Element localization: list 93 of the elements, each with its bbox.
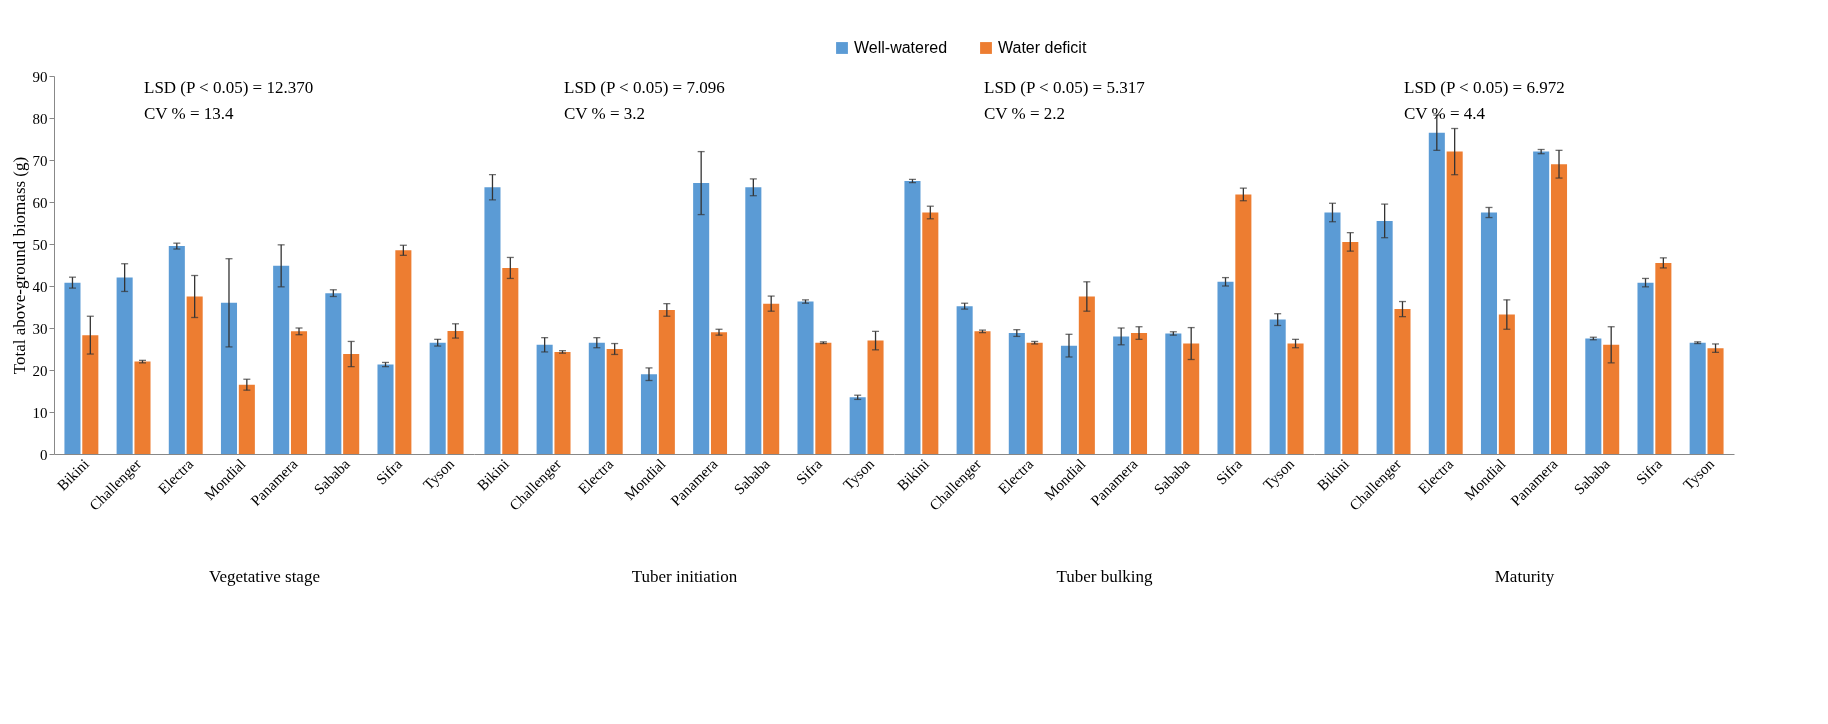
- bar: [1235, 194, 1252, 454]
- bar: [168, 246, 185, 454]
- bar: [606, 349, 623, 454]
- bar: [1183, 343, 1200, 454]
- bar: [588, 342, 605, 454]
- bar: [1655, 262, 1672, 454]
- bar: [693, 183, 710, 454]
- bar: [484, 187, 501, 454]
- bar: [1060, 345, 1078, 454]
- bar: [640, 374, 658, 454]
- bar: [815, 342, 832, 454]
- annotation: LSD (P < 0.05) = 7.096: [564, 78, 725, 97]
- bar: [658, 309, 675, 454]
- bar: [64, 282, 81, 454]
- y-tick-label: 30: [32, 320, 48, 337]
- y-tick-label: 0: [40, 446, 48, 463]
- y-axis-title: Total above-ground biomass (g): [9, 156, 29, 375]
- y-tick-label: 60: [32, 194, 48, 211]
- bar: [1376, 220, 1393, 454]
- bar: [429, 342, 446, 454]
- x-tick-label: Sifra: [793, 455, 826, 488]
- x-axis-title: Maturity: [1494, 566, 1555, 586]
- bar: [1342, 241, 1359, 454]
- bar: [904, 181, 921, 454]
- bar: [502, 267, 519, 454]
- bar: [763, 303, 780, 454]
- bar: [1130, 333, 1148, 454]
- bar: [1394, 309, 1411, 454]
- bar: [395, 250, 412, 454]
- bar: [377, 364, 394, 454]
- bar: [290, 331, 308, 454]
- bar: [797, 301, 814, 454]
- bar: [1287, 343, 1304, 454]
- legend-label: Well-watered: [854, 39, 948, 56]
- bar: [1217, 281, 1234, 454]
- bar: [116, 277, 133, 454]
- annotation: LSD (P < 0.05) = 5.317: [984, 78, 1146, 97]
- bar: [1446, 151, 1463, 454]
- annotation: CV % = 4.4: [1404, 104, 1486, 123]
- bar: [1533, 151, 1550, 454]
- bar: [1689, 342, 1706, 454]
- y-tick-label: 20: [32, 362, 48, 379]
- bar: [325, 293, 342, 454]
- x-tick-label: Sifra: [373, 455, 406, 488]
- y-tick-label: 10: [32, 404, 48, 421]
- annotation: CV % = 3.2: [564, 104, 646, 123]
- x-tick-label: Sifra: [1213, 455, 1246, 488]
- bar: [1113, 336, 1130, 454]
- y-tick-label: 40: [32, 278, 48, 295]
- y-tick-label: 70: [32, 152, 48, 169]
- bar: [1637, 282, 1654, 454]
- bar: [745, 187, 762, 454]
- x-axis-title: Tuber initiation: [631, 566, 738, 586]
- legend-label: Water deficit: [998, 39, 1087, 56]
- bar: [1707, 348, 1724, 454]
- bar: [710, 332, 728, 454]
- bar: [134, 361, 151, 454]
- bar: [343, 354, 360, 454]
- bar: [922, 212, 939, 454]
- bar: [867, 340, 884, 454]
- bar: [849, 397, 866, 454]
- x-axis-title: Vegetative stage: [209, 566, 320, 586]
- bar: [1428, 132, 1445, 454]
- bar: [1480, 212, 1498, 454]
- y-tick-label: 90: [32, 68, 48, 85]
- annotation: LSD (P < 0.05) = 12.370: [144, 78, 314, 97]
- bar: [1269, 319, 1286, 454]
- annotation: CV % = 2.2: [984, 104, 1066, 123]
- y-tick-label: 50: [32, 236, 48, 253]
- bar: [238, 384, 255, 454]
- bar: [273, 265, 290, 454]
- bar: [1585, 338, 1602, 454]
- x-axis-title: Tuber bulking: [1056, 566, 1154, 586]
- x-tick-label: Sifra: [1633, 455, 1666, 488]
- bar: [1078, 296, 1095, 454]
- annotation: CV % = 13.4: [144, 104, 235, 123]
- bar: [536, 344, 553, 454]
- bar: [1498, 314, 1515, 454]
- bar: [554, 351, 571, 454]
- y-tick-label: 80: [32, 110, 48, 127]
- bar: [447, 330, 464, 454]
- bar: [1026, 342, 1043, 454]
- bar: [956, 306, 973, 454]
- bar: [1550, 164, 1568, 454]
- annotation: LSD (P < 0.05) = 6.972: [1404, 78, 1565, 97]
- bar: [186, 296, 203, 454]
- bar: [82, 335, 99, 454]
- bar: [1165, 333, 1182, 454]
- bar: [220, 302, 238, 454]
- bar: [1324, 212, 1341, 454]
- bar: [1008, 333, 1025, 454]
- bar: [1603, 344, 1620, 454]
- bar: [974, 331, 991, 454]
